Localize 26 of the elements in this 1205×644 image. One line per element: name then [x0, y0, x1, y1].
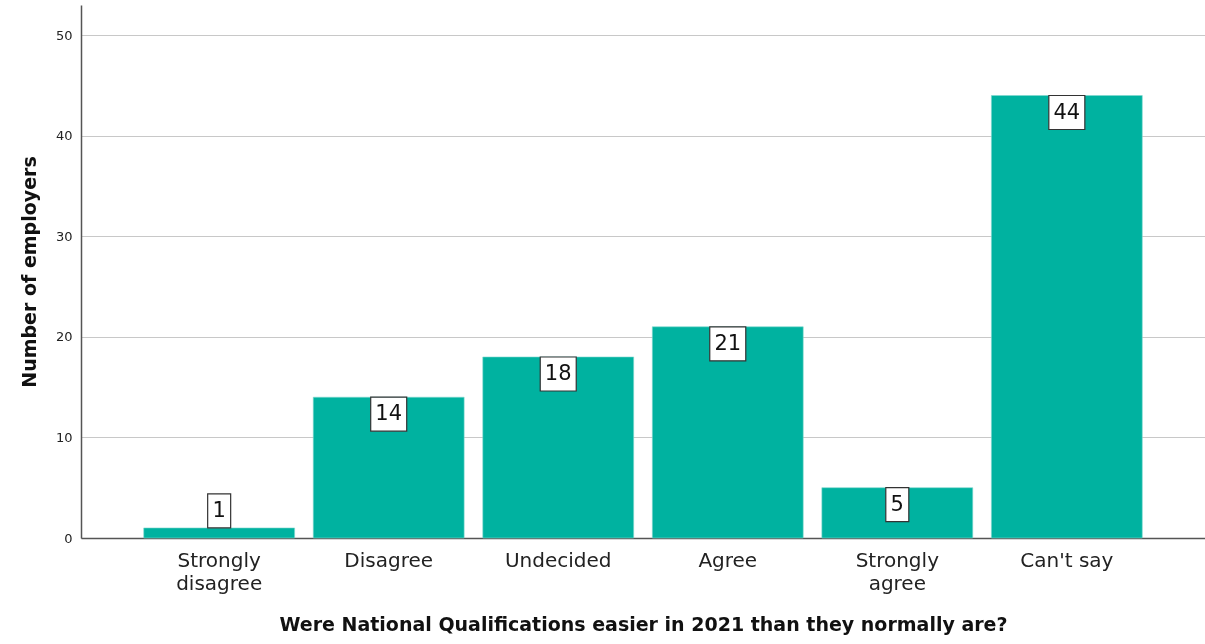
x-tick-label: Strongly agree — [855, 547, 940, 595]
bar — [143, 527, 295, 539]
y-tick-label: 10 — [55, 429, 73, 445]
y-axis-title: Number of employers — [17, 156, 40, 388]
y-tick-label: 20 — [55, 329, 73, 345]
x-tick-label: Undecided — [504, 547, 612, 572]
data-label: 1 — [212, 497, 226, 522]
data-label: 18 — [544, 360, 572, 385]
y-tick-label: 30 — [55, 228, 73, 244]
y-tick-label: 50 — [55, 27, 73, 43]
bar — [482, 356, 634, 539]
data-label: 5 — [890, 491, 904, 516]
data-label: 21 — [714, 330, 742, 355]
data-label: 44 — [1053, 99, 1081, 124]
x-tick-label: Agree — [698, 547, 758, 572]
x-tick-label: Disagree — [344, 547, 434, 572]
x-axis-title: Were National Qualifications easier in 2021 than they normally are? — [279, 612, 1008, 635]
bar — [312, 396, 465, 539]
bar — [821, 487, 974, 539]
y-tick-label: 40 — [55, 128, 73, 144]
bar — [652, 326, 804, 539]
x-tick-label: Strongly disagree — [176, 547, 263, 595]
data-label: 14 — [375, 401, 403, 426]
x-tick-label: Can't say — [1020, 547, 1114, 572]
y-tick-label: 0 — [64, 530, 73, 546]
bar — [991, 95, 1143, 539]
